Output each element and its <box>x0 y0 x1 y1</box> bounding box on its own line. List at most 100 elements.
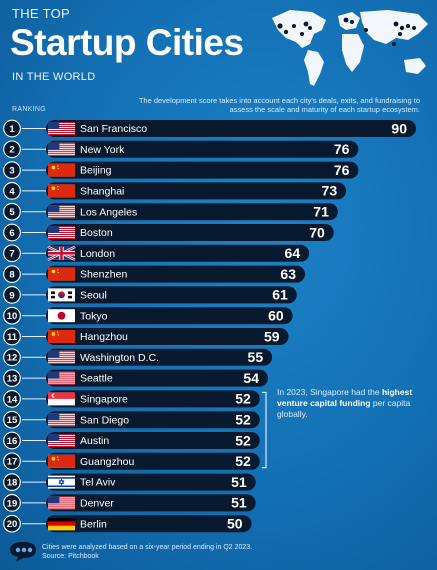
data-bar <box>46 244 310 262</box>
city-label: Shenzhen <box>80 269 127 281</box>
flag-us-icon <box>48 122 75 135</box>
data-bar <box>46 515 252 533</box>
flag-us-icon <box>48 226 75 239</box>
rank-badge <box>3 452 21 471</box>
data-bar <box>46 265 305 283</box>
chart-description: The development score takes into account… <box>138 96 420 115</box>
flag-us-icon <box>48 413 75 427</box>
value-label: 60 <box>268 308 284 324</box>
rank-number: 3 <box>9 166 14 177</box>
city-label: Seoul <box>80 290 107 302</box>
flag-us-icon <box>48 434 75 447</box>
flag-cn-icon <box>48 163 75 177</box>
rank-badge <box>3 327 21 346</box>
rank-number: 13 <box>7 374 18 385</box>
city-label: Beijing <box>80 165 112 177</box>
rank-number: 5 <box>9 207 15 218</box>
flag-il-icon <box>48 475 75 489</box>
data-bar <box>46 390 260 408</box>
footer-note: Cities were analyzed based on a six-year… <box>42 544 253 551</box>
city-label: Tokyo <box>80 310 108 322</box>
value-label: 52 <box>235 391 251 407</box>
value-label: 76 <box>334 141 350 157</box>
callout-text-post: per capita globally. <box>277 398 411 420</box>
data-bar <box>46 369 268 387</box>
rank-number: 4 <box>9 186 15 197</box>
rank-badge <box>3 223 21 242</box>
flag-cn-icon <box>48 184 75 198</box>
data-bar <box>46 203 338 221</box>
flag-us-icon <box>48 205 75 219</box>
footer: Cities were analyzed based on a six-year… <box>42 543 252 561</box>
data-bar <box>46 224 334 241</box>
value-label: 55 <box>248 349 264 365</box>
data-bar <box>46 411 260 429</box>
data-bar <box>46 432 260 449</box>
data-bar <box>46 140 359 158</box>
rank-badge <box>3 514 21 533</box>
city-label: Tel Aviv <box>80 477 116 489</box>
callout-bracket <box>262 391 267 469</box>
city-label: San Diego <box>80 414 129 426</box>
footer-source: Source: Pitchbook <box>42 553 99 561</box>
data-bar <box>46 473 256 491</box>
rank-badge <box>3 473 21 491</box>
rank-number: 18 <box>7 478 18 489</box>
rank-number: 7 <box>9 249 14 260</box>
flag-kr-icon <box>48 288 75 302</box>
value-label: 63 <box>280 266 296 282</box>
value-label: 52 <box>235 432 251 448</box>
city-label: Singapore <box>80 394 128 406</box>
city-label: Berlin <box>80 518 107 530</box>
rank-number: 14 <box>7 394 18 405</box>
value-label: 71 <box>313 204 329 220</box>
ranking-label: RANKING <box>12 106 46 113</box>
rank-number: 15 <box>7 415 18 426</box>
rank-number: 17 <box>7 457 18 468</box>
callout-text-bold: highest venture capital funding <box>277 387 413 409</box>
data-bar <box>46 494 256 512</box>
city-label: Austin <box>80 435 109 447</box>
city-label: Shanghai <box>80 186 124 198</box>
value-label: 70 <box>309 224 325 240</box>
rank-badge <box>3 119 21 138</box>
value-label: 50 <box>227 516 243 532</box>
world-map-icon <box>272 10 428 86</box>
data-bar <box>46 452 260 470</box>
rank-badge <box>3 265 21 283</box>
city-label: Los Angeles <box>80 206 137 218</box>
flag-cn-icon <box>48 267 75 281</box>
bar-chart: 1 San Francisco 902 New York 763 Beijing 764 Sh… <box>3 119 416 533</box>
rank-number: 16 <box>7 436 18 447</box>
value-label: 73 <box>322 183 338 199</box>
header-top-line: THE TOP <box>12 6 70 21</box>
city-label: Guangzhou <box>80 456 134 468</box>
rank-badge <box>3 431 21 450</box>
singapore-callout: In 2023, Singapore had the highest ventu… <box>277 387 427 420</box>
value-label: 90 <box>391 120 407 136</box>
flag-cn-icon <box>48 454 75 468</box>
value-label: 51 <box>231 474 247 490</box>
rank-badge <box>3 390 21 408</box>
rank-number: 20 <box>7 519 18 530</box>
flag-uk-icon <box>47 245 76 261</box>
flag-us-icon <box>48 350 75 364</box>
rank-badge <box>3 306 21 325</box>
city-label: London <box>80 248 115 260</box>
rank-badge <box>3 202 21 221</box>
data-bar <box>46 120 416 137</box>
data-bar <box>46 307 293 325</box>
rank-badge <box>3 244 21 263</box>
rank-number: 9 <box>9 290 14 301</box>
flag-cn-icon <box>48 330 75 343</box>
rank-badge <box>3 369 21 387</box>
rank-badge <box>3 161 21 179</box>
flag-sg-icon <box>48 392 75 406</box>
city-label: Seattle <box>80 373 113 385</box>
city-label: Boston <box>80 227 113 239</box>
data-bar <box>46 286 297 304</box>
value-label: 52 <box>235 412 251 428</box>
flag-us-icon <box>48 496 75 510</box>
data-bar <box>46 161 359 179</box>
